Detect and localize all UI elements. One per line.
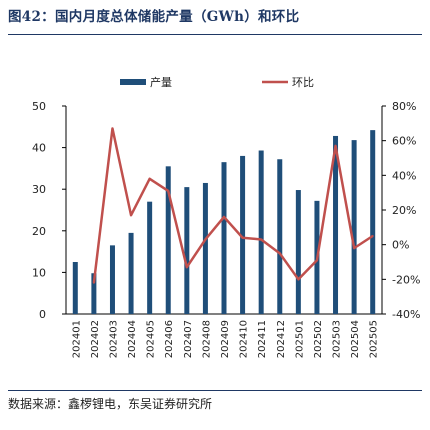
bar-202404 (128, 232, 134, 314)
mom-point-202406 (167, 189, 170, 192)
mom-point-202409 (223, 215, 225, 218)
mom-point-202408 (204, 238, 207, 241)
y-right-tick-label: 60% (392, 135, 416, 148)
x-tick-label: 202504 (350, 320, 361, 358)
mom-point-202404 (130, 214, 133, 217)
x-tick-label: 202502 (313, 320, 324, 358)
x-tick-label: 202408 (201, 320, 212, 358)
y-left-tick-label: 50 (32, 100, 46, 113)
mom-point-202412 (278, 252, 281, 255)
bar-202406 (165, 166, 171, 314)
mom-line (92, 127, 374, 283)
bar-202408 (202, 182, 208, 314)
y-left-tick-label: 0 (39, 308, 46, 321)
bar-202402 (91, 273, 97, 314)
bar-202503 (333, 135, 339, 314)
x-tick-label: 202412 (276, 320, 287, 358)
mom-point-202402 (92, 281, 95, 284)
x-tick-label: 202402 (90, 320, 101, 358)
bar-202501 (295, 190, 301, 314)
x-tick-label: 202411 (257, 320, 268, 358)
mom-point-202410 (241, 236, 244, 239)
y-left-tick-label: 20 (32, 225, 46, 238)
x-tick-label: 202403 (108, 320, 119, 358)
x-tick-label: 202405 (146, 320, 157, 358)
legend-label-bar: 产量 (150, 75, 172, 89)
mom-point-202505 (371, 235, 374, 237)
bar-202504 (351, 140, 357, 314)
mom-point-202502 (315, 259, 318, 262)
x-tick-label: 202505 (369, 320, 380, 358)
x-tick-label: 202409 (220, 320, 231, 358)
mom-point-202501 (297, 278, 300, 281)
chart-title: 图42：国内月度总体储能产量（GWh）和环比 (8, 9, 300, 25)
mom-point-202411 (260, 238, 263, 241)
y-right-tick-label: 20% (392, 204, 416, 217)
mom-point-202504 (353, 247, 356, 250)
bar-202412 (277, 159, 283, 314)
chart-title-bar: 图42：国内月度总体储能产量（GWh）和环比 (8, 8, 422, 35)
x-tick-label: 202406 (164, 320, 175, 358)
x-tick-label: 202410 (239, 320, 250, 358)
source-note: 数据来源：鑫椤锂电，东吴证券研究所 (8, 390, 422, 412)
bar-202407 (184, 187, 190, 314)
bar-202411 (258, 150, 264, 314)
bar-202405 (147, 201, 153, 314)
bar-202401 (72, 262, 78, 314)
y-left-tick-label: 10 (32, 266, 46, 279)
y-right-tick-label: -20% (392, 273, 420, 286)
mom-point-202403 (111, 127, 114, 130)
y-right-tick-label: -40% (392, 308, 420, 321)
y-left-tick-label: 40 (32, 142, 46, 155)
bar-202410 (240, 155, 246, 314)
y-left-tick-label: 30 (32, 183, 46, 196)
x-tick-label: 202404 (127, 320, 138, 358)
x-tick-label: 202407 (183, 320, 194, 358)
mom-point-202407 (185, 266, 188, 269)
legend-swatch-bar (120, 79, 146, 85)
y-right-tick-label: 40% (392, 169, 416, 182)
x-tick-label: 202501 (294, 320, 305, 358)
bar-202403 (109, 245, 115, 314)
chart-canvas: 0 10 20 30 40 50 -40% -20% 0% 20% 40% 60% 80% 202401 2… (32, 75, 420, 358)
mom-point-202405 (148, 177, 151, 180)
bar-202409 (221, 162, 227, 314)
bar-202505 (370, 130, 376, 314)
y-right-tick-label: 80% (392, 100, 416, 113)
legend-label-line: 环比 (292, 76, 314, 89)
y-right-tick-label: 0% (392, 239, 409, 252)
x-tick-label: 202401 (71, 320, 82, 358)
x-tick-label: 202503 (332, 320, 343, 358)
mom-point-202503 (334, 144, 337, 147)
